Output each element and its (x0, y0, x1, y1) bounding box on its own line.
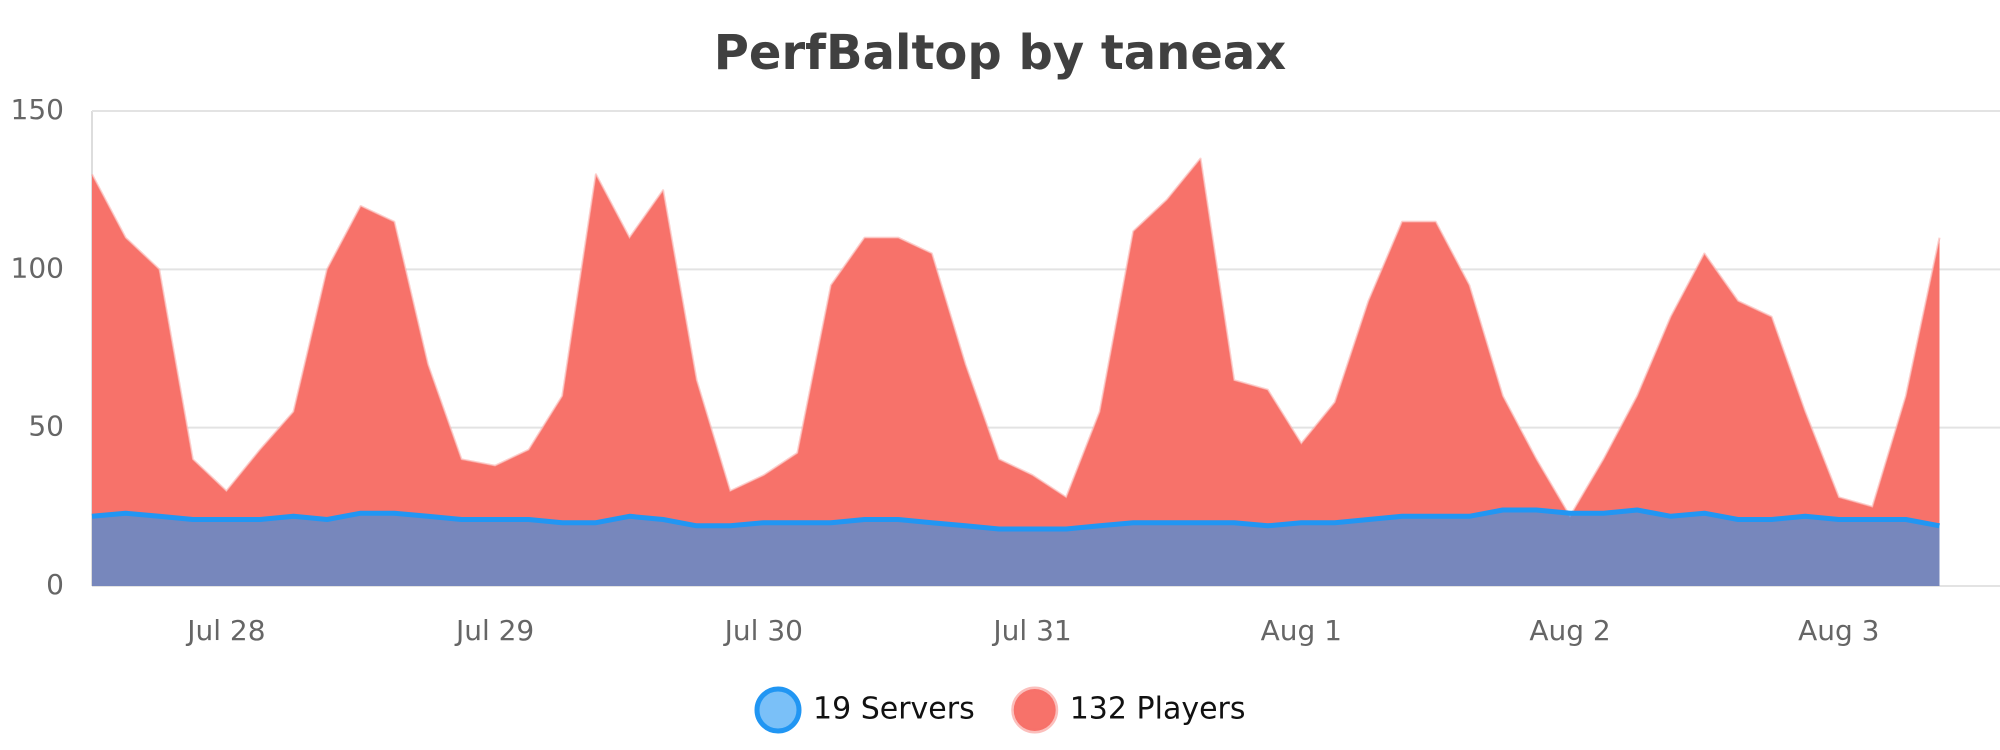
x-tick-label: Jul 31 (991, 614, 1071, 647)
legend-swatch (754, 686, 802, 734)
legend-swatch (1011, 686, 1059, 734)
y-tick-label: 100 (11, 251, 64, 284)
x-tick-label: Aug 2 (1529, 614, 1610, 647)
line-highlight (91, 156, 1941, 518)
area (92, 158, 1940, 586)
x-tick-label: Jul 30 (723, 614, 803, 647)
x-tick-label: Aug 1 (1261, 614, 1342, 647)
y-tick-label: 150 (11, 93, 64, 126)
legend-item: 132 Players (1011, 686, 1246, 734)
chart-title: PerfBaltop by taneax (714, 25, 1287, 81)
line (91, 157, 1941, 518)
x-tick-label: Jul 28 (185, 614, 265, 647)
x-tick-label: Jul 29 (454, 614, 534, 647)
y-tick-label: 50 (28, 410, 64, 443)
x-tick-label: Aug 3 (1798, 614, 1879, 647)
line (91, 507, 1940, 532)
legend-label: 132 Players (1070, 692, 1246, 727)
legend-label: 19 Servers (813, 692, 975, 727)
y-tick-label: 0 (46, 568, 64, 601)
area (92, 510, 1940, 586)
legend-item: 19 Servers (754, 686, 975, 734)
